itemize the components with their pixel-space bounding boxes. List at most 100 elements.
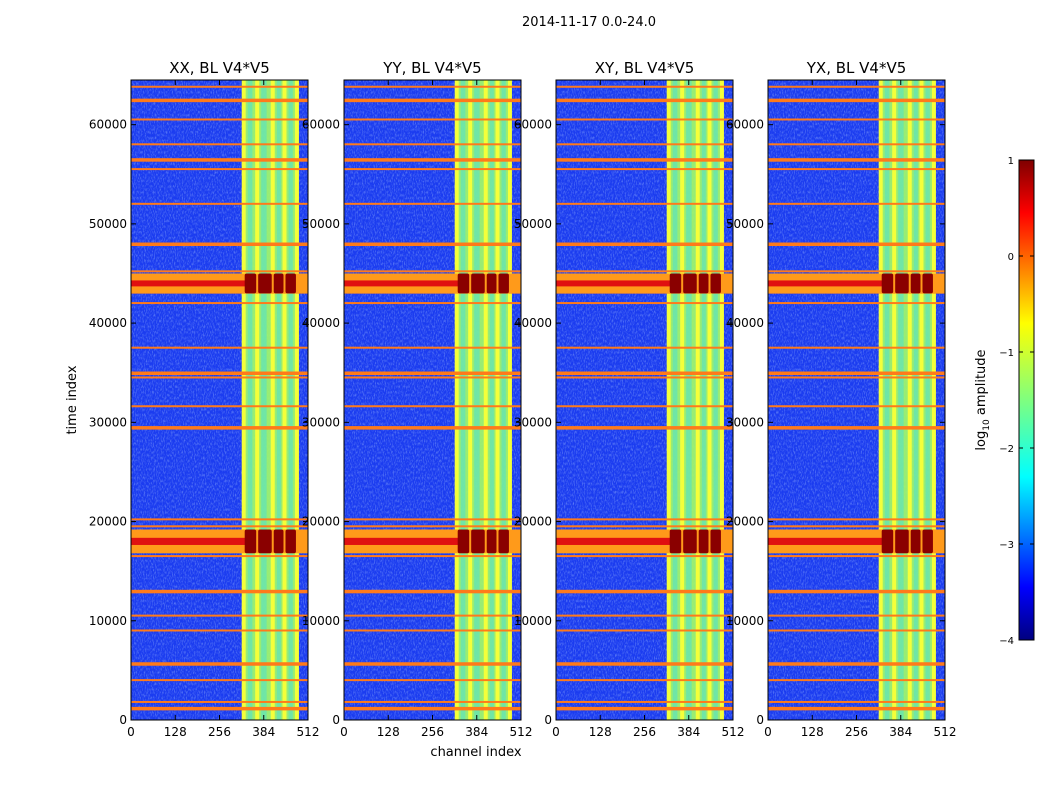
y-axis-label: time index <box>65 365 80 434</box>
rfi-row <box>768 98 945 103</box>
y-tick-label: 50000 <box>89 217 127 231</box>
rfi-row <box>556 662 733 666</box>
channel-line <box>878 80 883 720</box>
y-tick-label: 50000 <box>302 217 340 231</box>
x-tick-label: 256 <box>845 725 868 739</box>
channel-line <box>907 80 912 720</box>
x-tick-label: 384 <box>252 725 275 739</box>
x-tick-label: 0 <box>552 725 560 739</box>
channel-dip <box>713 80 718 720</box>
y-tick-label: 30000 <box>726 415 764 429</box>
rfi-row <box>556 679 733 682</box>
rfi-row <box>344 158 521 162</box>
rfi-row <box>768 376 945 379</box>
saturated-block <box>258 529 272 554</box>
saturated-block <box>698 529 709 554</box>
y-tick-label: 60000 <box>302 118 340 132</box>
panels: XX, BL V4*V5 0 128 256 384 512 0 10000 20000 3000… <box>89 59 957 739</box>
saturated-block <box>285 273 296 294</box>
rfi-row <box>768 426 945 430</box>
rfi-row <box>344 555 521 558</box>
colorbar-tick-label: −2 <box>999 444 1014 455</box>
rfi-row <box>131 629 308 632</box>
y-tick-label: 0 <box>119 713 127 727</box>
panel-title: YY, BL V4*V5 <box>382 59 481 77</box>
rfi-row <box>131 706 308 711</box>
rfi-row <box>344 426 521 430</box>
rfi-row <box>344 706 521 711</box>
channel-line <box>282 80 287 720</box>
rfi-row <box>768 525 945 528</box>
rfi-row <box>768 371 945 376</box>
rfi-row <box>344 85 521 88</box>
rfi-row <box>344 270 521 273</box>
rfi-row <box>344 371 521 376</box>
saturated-block <box>457 529 470 554</box>
channel-line <box>468 80 473 720</box>
y-tick-label: 0 <box>756 713 764 727</box>
channel-dip <box>474 80 480 720</box>
colorbar-tick-label: −1 <box>999 348 1014 359</box>
rfi-row <box>344 202 521 205</box>
saturated-block <box>881 273 894 294</box>
y-tick-label: 0 <box>544 713 552 727</box>
x-tick-label: 512 <box>510 725 533 739</box>
colorbar-label: log10 amplitude <box>974 349 992 450</box>
rfi-row <box>131 118 308 121</box>
rfi-row <box>344 98 521 103</box>
rfi-row <box>556 242 733 247</box>
rfi-row <box>344 376 521 379</box>
rfi-row <box>131 405 308 408</box>
rfi-row <box>131 143 308 146</box>
saturated-block <box>244 273 257 294</box>
x-tick-label: 128 <box>377 725 400 739</box>
rfi-row <box>131 426 308 430</box>
rfi-row <box>344 525 521 528</box>
channel-line <box>241 80 246 720</box>
rfi-row <box>768 679 945 682</box>
saturated-block <box>471 529 485 554</box>
rfi-row <box>556 426 733 430</box>
rfi-row <box>768 302 945 305</box>
rfi-row <box>344 662 521 666</box>
saturated-block <box>910 273 921 294</box>
channel-line <box>495 80 500 720</box>
rfi-row <box>768 158 945 162</box>
rfi-row <box>131 518 308 521</box>
saturated-core <box>131 280 255 287</box>
channel-line <box>931 80 936 720</box>
rfi-row <box>556 614 733 617</box>
saturated-core <box>556 537 680 545</box>
rfi-row <box>344 629 521 632</box>
rfi-row <box>556 346 733 349</box>
x-axis-label: channel index <box>430 745 521 760</box>
x-tick-label: 0 <box>764 725 772 739</box>
y-tick-label: 20000 <box>89 515 127 529</box>
y-tick-label: 60000 <box>726 118 764 132</box>
channel-line <box>919 80 924 720</box>
rfi-row <box>556 118 733 121</box>
rfi-row <box>131 158 308 162</box>
channel-line <box>294 80 299 720</box>
rfi-row <box>556 168 733 171</box>
saturated-block <box>486 529 497 554</box>
rfi-row <box>556 270 733 273</box>
x-tick-label: 384 <box>889 725 912 739</box>
saturated-block <box>486 273 497 294</box>
y-tick-label: 20000 <box>514 515 552 529</box>
channel-line <box>719 80 724 720</box>
rfi-row <box>768 662 945 666</box>
rfi-row <box>344 589 521 594</box>
channel-line <box>255 80 260 720</box>
y-tick-label: 30000 <box>302 415 340 429</box>
saturated-block <box>910 529 921 554</box>
rfi-row <box>344 346 521 349</box>
rfi-row <box>768 346 945 349</box>
y-tick-label: 10000 <box>726 614 764 628</box>
saturated-block <box>683 529 697 554</box>
channel-line <box>695 80 700 720</box>
x-tick-label: 128 <box>164 725 187 739</box>
channel-line <box>666 80 671 720</box>
rfi-row <box>556 376 733 379</box>
channel-band <box>668 80 722 720</box>
